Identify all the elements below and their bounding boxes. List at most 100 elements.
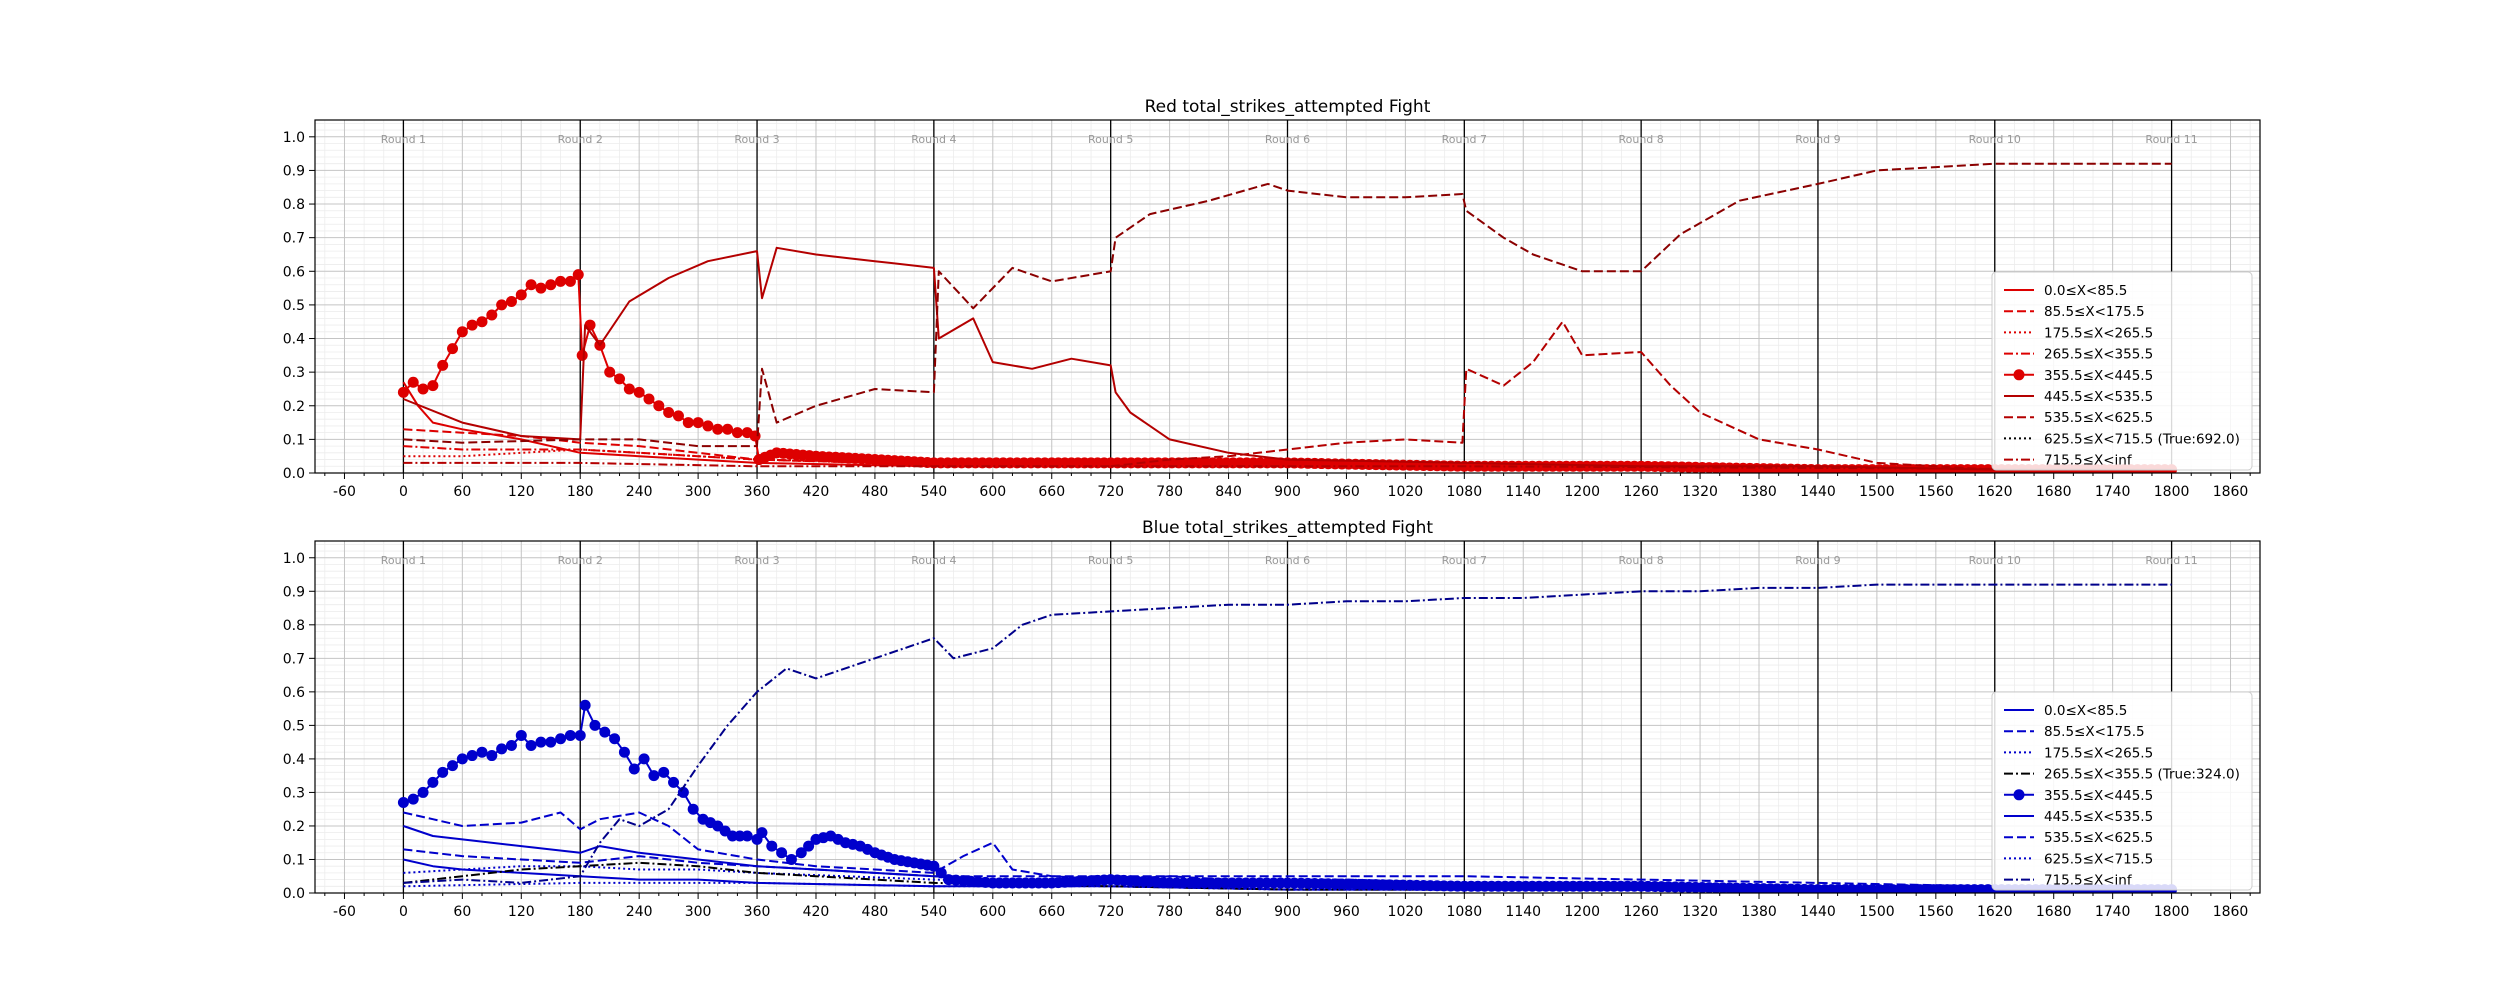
y-tick-label: 0.9	[283, 584, 305, 600]
round-label: Round 10	[1969, 133, 2021, 146]
series-marker	[427, 380, 439, 392]
series-marker	[535, 282, 547, 294]
legend-label: 175.5≤X<265.5	[2044, 745, 2153, 761]
series-marker	[638, 753, 650, 765]
series-marker	[535, 736, 547, 748]
y-tick-label: 0.2	[283, 819, 305, 835]
legend-label: 535.5≤X<625.5	[2044, 830, 2153, 846]
legend-label: 265.5≤X<355.5	[2044, 347, 2153, 363]
y-tick-label: 0.5	[283, 298, 305, 314]
x-tick-label: 540	[920, 904, 947, 920]
legend-label: 625.5≤X<715.5	[2044, 851, 2153, 867]
series-marker	[722, 423, 734, 435]
series-line	[403, 861, 2172, 891]
x-tick-label: 360	[744, 904, 771, 920]
x-tick-label: 1740	[2095, 484, 2131, 500]
round-label: Round 8	[1618, 554, 1663, 567]
round-label: Round 4	[911, 133, 956, 146]
x-tick-label: 1440	[1800, 484, 1836, 500]
x-tick-label: 600	[979, 904, 1006, 920]
round-markers: Round 1 Round 2 Round 3 Round 4 Round 5 Round…	[381, 120, 2198, 473]
round-label: Round 1	[381, 554, 426, 567]
round-label: Round 11	[2145, 554, 2197, 567]
series-marker	[515, 729, 527, 741]
series-marker	[417, 383, 429, 395]
x-tick-label: 1020	[1388, 484, 1424, 500]
x-tick-label: -60	[333, 484, 356, 500]
y-tick-label: 0.7	[283, 651, 305, 667]
round-label: Round 10	[1969, 554, 2021, 567]
series-marker	[731, 427, 743, 439]
series-marker	[525, 279, 537, 291]
legend-label: 265.5≤X<355.5 (True:324.0)	[2044, 767, 2240, 783]
legend-box	[1991, 691, 2253, 891]
legend: 0.0≤X<85.5 85.5≤X<175.5 175.5≤X<265.5 265.5…	[1991, 691, 2253, 891]
series-marker	[653, 400, 665, 412]
round-markers: Round 1 Round 2 Round 3 Round 4 Round 5 Round…	[381, 541, 2198, 893]
y-tick-label: 0.5	[283, 718, 305, 734]
series-marker	[427, 776, 439, 788]
series-marker	[456, 326, 468, 338]
round-label: Round 11	[2145, 133, 2197, 146]
x-tick-label: 780	[1156, 484, 1183, 500]
x-tick-label: 900	[1274, 904, 1301, 920]
series-marker	[466, 319, 478, 331]
x-tick-label: 960	[1333, 904, 1360, 920]
x-tick-label: 1380	[1741, 484, 1777, 500]
series-marker	[505, 739, 517, 751]
series-marker	[803, 840, 815, 852]
series-marker	[928, 860, 940, 872]
series-marker	[663, 406, 675, 418]
x-tick-label: 1200	[1564, 904, 1600, 920]
series-marker	[486, 309, 498, 321]
x-tick-label: 1080	[1446, 904, 1482, 920]
round-label: Round 6	[1265, 133, 1310, 146]
series-marker	[407, 793, 419, 805]
x-tick-label: 120	[508, 484, 535, 500]
x-tick-label: 1860	[2213, 484, 2249, 500]
series-marker	[643, 393, 655, 405]
y-tick-label: 1.0	[283, 551, 305, 567]
series-marker	[609, 733, 621, 745]
axis-ticks: -60 0 60 120 180 240 300 360 420 480 540 600 660 720 7…	[283, 130, 2251, 500]
series-marker	[658, 766, 670, 778]
series-marker	[648, 770, 660, 782]
x-tick-label: 180	[567, 904, 594, 920]
y-tick-label: 0.6	[283, 685, 305, 701]
axis-ticks: -60 0 60 120 180 240 300 360 420 480 540 600 660 720 7…	[283, 551, 2251, 920]
legend-label: 535.5≤X<625.5	[2044, 410, 2153, 426]
round-label: Round 3	[734, 554, 779, 567]
x-tick-label: 1380	[1741, 904, 1777, 920]
series-marker	[564, 275, 576, 287]
legend-label: 715.5≤X<inf	[2044, 453, 2133, 469]
x-tick-label: 420	[803, 484, 830, 500]
x-tick-label: 1500	[1859, 904, 1895, 920]
x-tick-label: 1800	[2154, 904, 2190, 920]
x-tick-label: 1140	[1505, 484, 1541, 500]
series-marker	[447, 343, 459, 355]
x-tick-label: 420	[803, 904, 830, 920]
x-tick-label: 60	[453, 484, 471, 500]
series-marker	[476, 316, 488, 328]
x-tick-label: 360	[744, 484, 771, 500]
round-label: Round 5	[1088, 133, 1133, 146]
series-line	[403, 825, 2172, 891]
legend-label: 355.5≤X<445.5	[2044, 368, 2153, 384]
x-tick-label: 1860	[2213, 904, 2249, 920]
x-tick-label: 540	[920, 484, 947, 500]
x-tick-label: 1080	[1446, 484, 1482, 500]
legend-label: 0.0≤X<85.5	[2044, 703, 2127, 719]
legend-label: 445.5≤X<535.5	[2044, 389, 2153, 405]
x-tick-label: 1800	[2154, 484, 2190, 500]
legend-marker	[2013, 369, 2025, 381]
x-tick-label: 1560	[1918, 904, 1954, 920]
series-marker	[756, 827, 768, 839]
round-label: Round 9	[1795, 133, 1840, 146]
series-marker	[776, 847, 788, 859]
series-marker	[417, 786, 429, 798]
round-label: Round 1	[381, 133, 426, 146]
y-tick-label: 0.1	[283, 852, 305, 868]
x-tick-label: 0	[399, 484, 408, 500]
